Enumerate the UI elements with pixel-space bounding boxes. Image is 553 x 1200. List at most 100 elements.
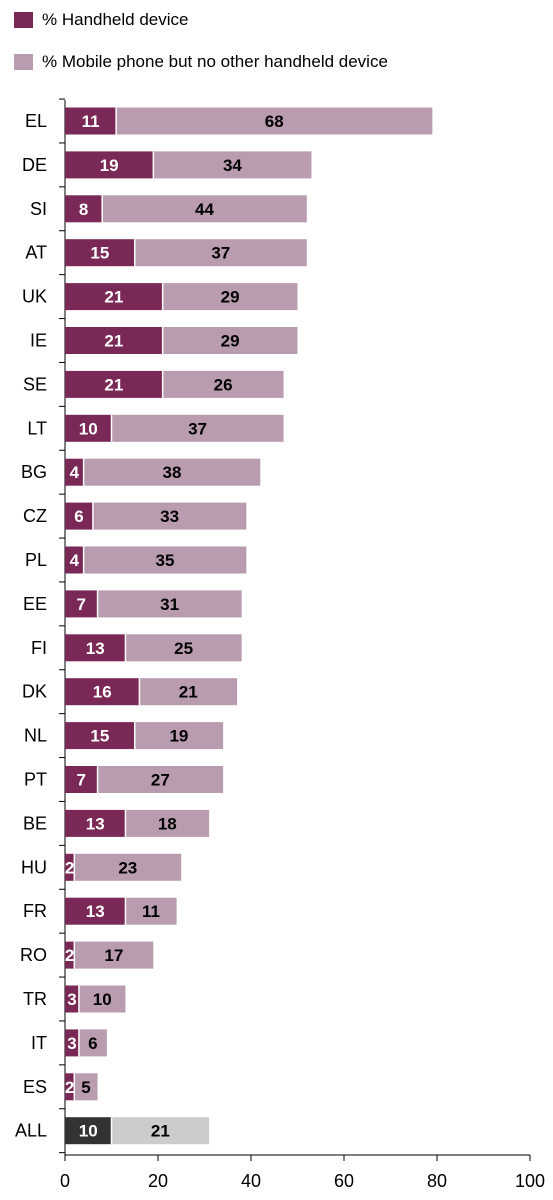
data-label-mobile-only-cz: 33 <box>160 507 179 526</box>
bar-mobile-only-nl <box>134 722 224 750</box>
data-label-mobile-only-ee: 31 <box>160 595 179 614</box>
bar-mobile-only-dk <box>139 678 238 706</box>
data-label-handheld-bg: 4 <box>70 463 80 482</box>
x-tick-label-60: 60 <box>334 1171 354 1191</box>
bar-handheld-nl <box>65 722 135 750</box>
category-label-cz: CZ <box>23 506 47 526</box>
category-label-it: IT <box>31 1033 47 1053</box>
x-tick-label-40: 40 <box>241 1171 261 1191</box>
data-label-handheld-hu: 2 <box>65 858 74 877</box>
data-label-handheld-fr: 13 <box>86 902 105 921</box>
data-label-handheld-ee: 7 <box>77 595 86 614</box>
category-label-ie: IE <box>30 331 47 351</box>
data-label-mobile-only-nl: 19 <box>169 727 188 746</box>
bar-handheld-el <box>65 107 117 135</box>
data-label-mobile-only-all: 21 <box>151 1122 170 1141</box>
data-label-mobile-only-hu: 23 <box>118 858 137 877</box>
bar-mobile-only-lt <box>111 414 284 442</box>
data-label-mobile-only-uk: 29 <box>221 288 240 307</box>
data-label-handheld-se: 21 <box>104 375 123 394</box>
legend-item-handheld: % Handheld device <box>14 10 188 30</box>
bar-mobile-only-ie <box>162 327 298 354</box>
data-label-handheld-fi: 13 <box>86 639 105 658</box>
bar-handheld-cz <box>65 502 93 530</box>
data-label-handheld-nl: 15 <box>90 727 109 746</box>
data-label-mobile-only-pl: 35 <box>156 551 175 570</box>
x-tick-label-100: 100 <box>515 1171 545 1191</box>
bar-handheld-pl <box>65 546 84 574</box>
bar-mobile-only-it <box>78 1029 107 1057</box>
bar-handheld-de <box>65 151 154 179</box>
category-label-ee: EE <box>23 594 47 614</box>
bar-handheld-at <box>65 239 135 267</box>
bar-handheld-tr <box>65 985 79 1013</box>
category-label-es: ES <box>23 1077 47 1097</box>
legend-swatch-mobile-only <box>14 54 33 70</box>
x-tick-label-0: 0 <box>60 1171 70 1191</box>
data-label-handheld-si: 8 <box>79 200 88 219</box>
category-label-se: SE <box>23 374 47 394</box>
data-label-handheld-at: 15 <box>90 244 109 263</box>
bar-mobile-only-fr <box>125 897 177 925</box>
category-label-pl: PL <box>25 550 47 570</box>
bar-mobile-only-cz <box>92 502 247 530</box>
bar-handheld-uk <box>65 283 163 311</box>
data-label-mobile-only-de: 34 <box>223 156 242 175</box>
category-label-lt: LT <box>27 418 47 438</box>
data-label-mobile-only-lt: 37 <box>188 419 207 438</box>
bar-mobile-only-at <box>134 239 307 267</box>
data-label-mobile-only-el: 68 <box>265 112 284 131</box>
data-label-handheld-es: 2 <box>65 1078 74 1097</box>
bar-handheld-be <box>65 809 126 837</box>
bar-handheld-it <box>65 1029 79 1057</box>
category-label-fr: FR <box>23 901 47 921</box>
data-label-handheld-pt: 7 <box>77 771 86 790</box>
legend-label-handheld: % Handheld device <box>42 10 189 29</box>
category-label-at: AT <box>25 243 47 263</box>
data-label-handheld-cz: 6 <box>74 507 83 526</box>
data-label-handheld-el: 11 <box>82 112 100 131</box>
data-label-mobile-only-ro: 17 <box>104 946 123 965</box>
data-label-mobile-only-fr: 11 <box>142 902 160 921</box>
bar-mobile-only-ro <box>74 941 154 969</box>
data-label-mobile-only-se: 26 <box>214 375 233 394</box>
category-label-si: SI <box>30 199 47 219</box>
bar-handheld-es <box>65 1073 75 1101</box>
x-tick-label-20: 20 <box>148 1171 168 1191</box>
category-label-pt: PT <box>24 770 47 790</box>
data-label-mobile-only-ie: 29 <box>221 332 240 351</box>
category-label-bg: BG <box>21 462 47 482</box>
category-label-el: EL <box>25 111 47 131</box>
data-label-mobile-only-it: 6 <box>88 1034 97 1053</box>
bar-handheld-ie <box>65 327 163 354</box>
data-label-handheld-be: 13 <box>86 814 105 833</box>
bar-mobile-only-bg <box>83 458 261 486</box>
bar-handheld-dk <box>65 678 140 706</box>
data-label-handheld-lt: 10 <box>79 419 98 438</box>
x-tick-label-80: 80 <box>427 1171 447 1191</box>
data-label-handheld-all: 10 <box>79 1122 98 1141</box>
data-label-mobile-only-bg: 38 <box>162 463 181 482</box>
data-label-mobile-only-es: 5 <box>81 1078 90 1097</box>
bar-mobile-only-be <box>125 809 210 837</box>
category-label-hu: HU <box>21 857 47 877</box>
data-label-handheld-uk: 21 <box>104 288 123 307</box>
category-label-tr: TR <box>23 989 47 1009</box>
bar-mobile-only-pt <box>97 766 224 793</box>
data-label-mobile-only-fi: 25 <box>174 639 193 658</box>
data-label-handheld-ro: 2 <box>65 946 74 965</box>
category-label-nl: NL <box>24 726 47 746</box>
bar-mobile-only-de <box>153 151 312 179</box>
legend-swatch-handheld <box>14 12 33 28</box>
bar-mobile-only-all <box>111 1117 210 1145</box>
category-label-be: BE <box>23 813 47 833</box>
bar-handheld-ro <box>65 941 75 969</box>
bar-mobile-only-tr <box>78 985 126 1013</box>
data-label-handheld-it: 3 <box>67 1034 76 1053</box>
category-label-fi: FI <box>31 638 47 658</box>
bar-handheld-hu <box>65 853 75 881</box>
bar-mobile-only-el <box>116 107 433 135</box>
data-label-mobile-only-dk: 21 <box>179 683 198 702</box>
